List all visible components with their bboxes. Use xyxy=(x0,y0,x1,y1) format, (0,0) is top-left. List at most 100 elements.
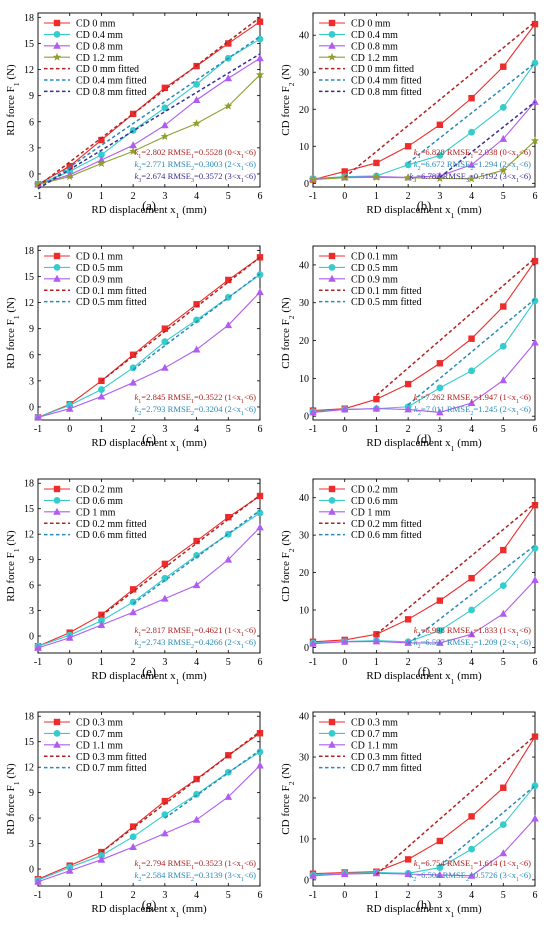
x-tick-label: 3 xyxy=(437,890,442,901)
x-tick-label: 0 xyxy=(67,424,72,435)
data-point xyxy=(224,555,233,563)
legend-label: CD 0 mm fitted xyxy=(76,64,139,75)
series-line xyxy=(312,736,536,875)
data-point xyxy=(34,877,42,885)
data-point xyxy=(308,175,318,184)
data-point xyxy=(97,620,106,628)
x-axis-label: RD displacement x1 (mm) xyxy=(366,437,482,453)
legend-label: CD 0.3 mm xyxy=(351,718,398,729)
data-point xyxy=(161,797,169,805)
x-tick-label: -1 xyxy=(34,890,42,901)
data-point xyxy=(97,855,106,863)
legend-label: CD 0.2 mm xyxy=(351,485,398,496)
data-point xyxy=(500,784,507,791)
data-point xyxy=(192,96,201,103)
x-axis-label: RD displacement x1 (mm) xyxy=(91,903,207,919)
x-tick-label: 0 xyxy=(342,657,347,668)
fit-annotations: k1=2.802 RMSE1=0.5528 (0<x1<6)k2=2.771 R… xyxy=(134,147,256,184)
data-point xyxy=(192,581,201,589)
data-point xyxy=(373,159,380,167)
x-axis-label: RD displacement x1 (mm) xyxy=(366,903,482,919)
data-point xyxy=(129,823,137,830)
data-point xyxy=(500,546,507,554)
fit-annotation: k1=2.845 RMSE1=0.3522 (1<x1<6) xyxy=(134,392,256,405)
data-point xyxy=(531,257,539,265)
series-3 xyxy=(34,761,264,885)
data-point xyxy=(499,821,507,828)
legend-label: CD 0.6 mm xyxy=(351,496,398,507)
fit-annotation: k2=6.672 RMSE2=1.294 (2<x1<6) xyxy=(414,159,531,172)
legend-label: CD 0.9 mm xyxy=(76,274,123,285)
x-tick-label: 2 xyxy=(406,890,411,901)
legend-label: CD 0.1 mm xyxy=(76,252,123,263)
y-tick-label: 12 xyxy=(24,530,34,541)
y-tick-label: 18 xyxy=(24,712,34,723)
data-point xyxy=(373,395,380,403)
data-point xyxy=(98,377,105,385)
panel-label: (g) xyxy=(142,898,157,912)
legend-marker xyxy=(328,718,336,726)
legend-label: CD 0.6 mm xyxy=(76,496,123,507)
data-point xyxy=(225,276,232,284)
legend-label: CD 0 mm xyxy=(351,19,391,30)
fit-annotation: k2=6.504 RMSE2=0.5726 (3<x1<6) xyxy=(409,870,531,883)
data-point xyxy=(192,119,201,128)
x-tick-label: 3 xyxy=(437,191,442,202)
series-3 xyxy=(309,338,539,416)
y-tick-label: 3 xyxy=(29,376,34,387)
series-3 xyxy=(34,523,264,651)
fitted-line xyxy=(439,785,536,867)
data-point xyxy=(340,405,349,413)
x-tick-label: 1 xyxy=(374,424,379,435)
series-line xyxy=(37,291,261,418)
data-point xyxy=(499,104,507,111)
data-point xyxy=(224,101,233,110)
data-point xyxy=(161,121,169,129)
legend-marker xyxy=(53,31,61,38)
fitted-line xyxy=(439,101,536,178)
x-tick-label: 0 xyxy=(342,191,347,202)
data-point xyxy=(161,574,169,582)
data-point xyxy=(531,97,539,105)
data-point xyxy=(97,392,106,400)
fit-annotation: k2=2.743 RMSE2=0.4266 (2<x1<6) xyxy=(134,637,256,650)
data-point xyxy=(129,364,137,372)
y-tick-label: 12 xyxy=(24,298,34,309)
x-tick-label: 5 xyxy=(226,657,231,668)
legend-label: CD 1.1 mm xyxy=(76,740,123,751)
fitted-line xyxy=(37,16,261,187)
x-axis-label: RD displacement x1 (mm) xyxy=(366,670,482,686)
data-point xyxy=(160,132,170,141)
data-point xyxy=(373,631,380,638)
legend-label: CD 0.4 mm fitted xyxy=(351,76,422,87)
y-tick-label: 10 xyxy=(299,142,309,153)
x-tick-label: 6 xyxy=(533,191,538,202)
x-tick-label: 0 xyxy=(67,191,72,202)
y-tick-label: 18 xyxy=(24,13,34,24)
y-tick-label: 30 xyxy=(299,531,309,542)
plot-frame xyxy=(37,245,261,421)
y-tick-label: 40 xyxy=(299,712,309,723)
fit-annotations: k1=6.754 RMSE1=1.614 (1<x1<6)k2=6.504 RM… xyxy=(409,858,531,883)
x-tick-label: 6 xyxy=(258,424,263,435)
fit-annotation: k3=6.782 RMSE3=0.5192 (3<x1<6) xyxy=(409,171,531,184)
data-point xyxy=(468,128,475,136)
x-tick-label: 5 xyxy=(501,657,506,668)
data-point xyxy=(530,136,540,145)
data-point xyxy=(372,404,381,412)
x-tick-label: 3 xyxy=(162,657,167,668)
data-point xyxy=(128,146,138,155)
legend-marker xyxy=(53,274,61,282)
y-tick-label: 15 xyxy=(24,272,34,283)
y-tick-label: 20 xyxy=(299,105,309,116)
x-tick-label: 2 xyxy=(406,424,411,435)
data-point xyxy=(309,871,317,879)
data-point xyxy=(309,408,317,416)
data-point xyxy=(98,386,105,393)
x-tick-label: 2 xyxy=(131,890,136,901)
data-point xyxy=(256,761,264,769)
legend-label: CD 0 mm xyxy=(76,19,116,30)
